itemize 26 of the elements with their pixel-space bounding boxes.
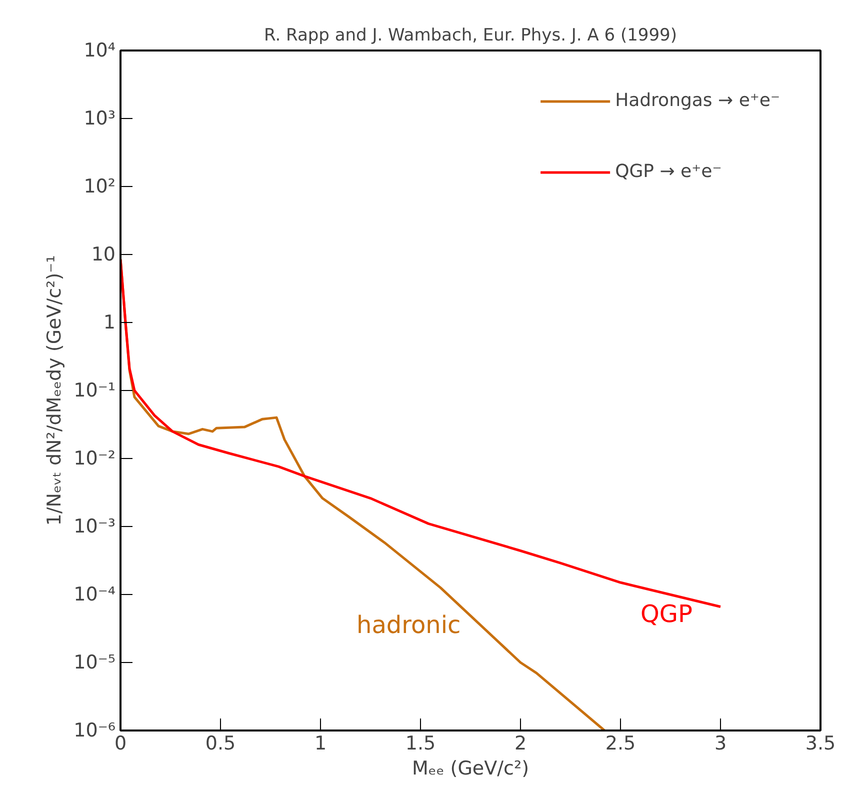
annotation: hadronic [356, 611, 461, 640]
x-axis-title: Mₑₑ (GeV/c²) [412, 758, 529, 780]
x-tick-label: 0.5 [205, 732, 236, 754]
x-tick-label: 2.5 [605, 732, 636, 754]
y-tick-label: 10⁻³ [74, 516, 116, 538]
chart-title: R. Rapp and J. Wambach, Eur. Phys. J. A 6 (1999) [264, 26, 678, 46]
x-tick-label: 3 [714, 732, 727, 754]
x-tick-label: 1.5 [405, 732, 436, 754]
annotation: QGP [640, 600, 692, 628]
y-tick-label: 10⁻⁶ [74, 720, 116, 742]
x-tick-label: 3.5 [805, 732, 836, 754]
y-tick-label: 10⁻¹ [74, 380, 116, 402]
x-tick-label: 0 [114, 732, 127, 754]
y-tick-label: 1 [103, 312, 116, 334]
legend-label: QGP → e⁺e⁻ [615, 161, 722, 182]
x-tick-label: 1 [314, 732, 327, 754]
y-axis-title: 1/Nₑᵥₜ dN²/dMₑₑdy (GeV/c²)⁻¹ [44, 255, 66, 526]
y-tick-label: 10⁻⁵ [74, 652, 116, 674]
y-tick-label: 10² [84, 176, 116, 198]
x-tick-label: 2 [514, 732, 527, 754]
y-tick-label: 10⁻² [74, 448, 116, 470]
legend-label: Hadrongas → e⁺e⁻ [615, 90, 780, 111]
y-tick-label: 10⁴ [84, 40, 116, 62]
y-tick-label: 10⁻⁴ [74, 584, 116, 606]
y-tick-label: 10 [91, 244, 116, 266]
y-tick-label: 10³ [84, 108, 116, 130]
